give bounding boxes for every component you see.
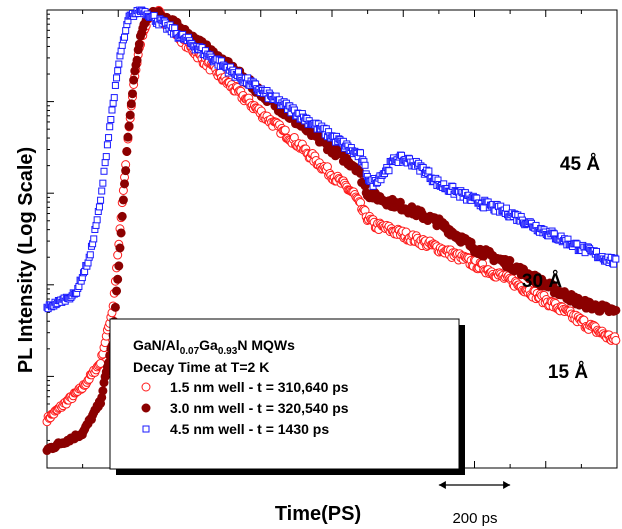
data-point: [110, 302, 120, 312]
data-point: [101, 159, 109, 167]
data-point: [90, 235, 98, 243]
data-point: [123, 132, 133, 142]
data-point: [611, 305, 621, 315]
data-point: [115, 60, 123, 68]
data-point: [117, 211, 127, 221]
legend-entry: 3.0 nm well - t = 320,540 ps: [170, 400, 349, 416]
data-point: [121, 166, 131, 176]
data-point: [120, 179, 130, 189]
data-point: [132, 55, 142, 65]
legend: GaN/Al0.07Ga0.93N MQWs Decay Time at T=2 …: [109, 318, 465, 475]
data-point: [108, 106, 116, 114]
legend-marker: [141, 382, 151, 392]
data-point: [124, 121, 134, 131]
data-point: [92, 221, 100, 229]
legend-marker: [142, 425, 150, 433]
data-point: [357, 149, 364, 157]
curve-label: 15 Å: [548, 362, 588, 383]
data-point: [121, 33, 129, 41]
data-point: [99, 179, 107, 187]
data-point: [98, 187, 106, 195]
data-point: [118, 195, 128, 205]
data-point: [98, 386, 108, 396]
data-point: [573, 240, 581, 248]
data-point: [84, 259, 92, 267]
data-point: [109, 99, 117, 107]
data-point: [129, 75, 139, 85]
y-axis-title: PL Intensity (Log Scale): [15, 147, 37, 373]
data-point: [122, 146, 132, 156]
data-point: [111, 81, 119, 89]
scale-bar-arrow-right: [503, 481, 511, 489]
data-point: [150, 11, 158, 19]
data-point: [103, 141, 111, 149]
legend-marker: [141, 403, 151, 413]
data-point: [114, 67, 122, 75]
data-point: [97, 196, 105, 204]
legend-entry: 4.5 nm well - t = 1430 ps: [170, 421, 329, 437]
data-point: [361, 161, 369, 169]
data-point: [425, 167, 433, 175]
scale-bar-arrow-left: [438, 481, 446, 489]
series-3: [43, 6, 620, 313]
data-point: [115, 243, 125, 253]
data-point: [125, 110, 135, 120]
data-point: [280, 125, 290, 135]
curve-label: 30 Å: [522, 271, 562, 292]
data-point: [113, 274, 123, 284]
data-point: [128, 89, 138, 99]
legend-subtitle: Decay Time at T=2 K: [133, 359, 269, 375]
data-point: [117, 47, 125, 55]
data-point: [116, 228, 126, 238]
curve-label: 45 Å: [560, 154, 600, 175]
data-point: [110, 94, 118, 102]
data-point: [93, 216, 101, 224]
data-point: [122, 27, 130, 35]
data-point: [480, 204, 488, 212]
data-point: [105, 134, 113, 142]
data-point: [612, 255, 620, 263]
data-point: [114, 261, 124, 271]
data-point: [102, 153, 110, 161]
data-point: [126, 99, 136, 109]
data-point: [611, 335, 621, 345]
data-point: [112, 286, 122, 296]
data-point: [385, 167, 393, 175]
data-series: 15 Å 30 Å 45 Å: [42, 5, 621, 456]
data-point: [502, 204, 510, 212]
data-point: [107, 115, 115, 123]
data-point: [86, 251, 94, 259]
data-point: [100, 167, 108, 175]
data-point: [106, 123, 114, 131]
data-point: [134, 39, 144, 49]
x-scale-bar-label: 200 ps: [452, 510, 497, 527]
data-point: [95, 203, 103, 211]
legend-entry: 1.5 nm well - t = 310,640 ps: [170, 379, 349, 395]
legend-box: [109, 318, 460, 470]
x-axis-title: Time(PS): [275, 503, 361, 525]
data-point: [113, 74, 121, 82]
legend-title: GaN/Al0.07Ga0.93N MQWs: [133, 337, 295, 357]
